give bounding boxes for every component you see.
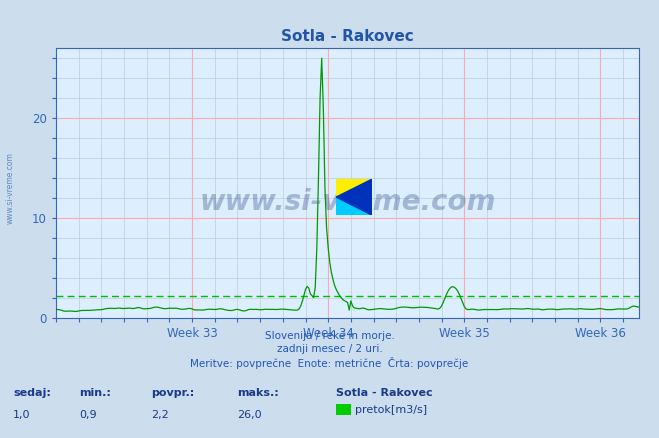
- Text: 1,0: 1,0: [13, 410, 31, 420]
- Text: min.:: min.:: [79, 388, 111, 398]
- Text: pretok[m3/s]: pretok[m3/s]: [355, 405, 426, 415]
- Text: www.si-vreme.com: www.si-vreme.com: [5, 152, 14, 224]
- Polygon shape: [336, 179, 372, 197]
- Text: sedaj:: sedaj:: [13, 388, 51, 398]
- Text: www.si-vreme.com: www.si-vreme.com: [200, 188, 496, 216]
- Text: 2,2: 2,2: [152, 410, 169, 420]
- Text: 0,9: 0,9: [79, 410, 97, 420]
- Text: povpr.:: povpr.:: [152, 388, 195, 398]
- Text: maks.:: maks.:: [237, 388, 279, 398]
- Text: zadnji mesec / 2 uri.: zadnji mesec / 2 uri.: [277, 344, 382, 354]
- Polygon shape: [336, 197, 372, 215]
- Polygon shape: [336, 179, 372, 215]
- Text: Slovenija / reke in morje.: Slovenija / reke in morje.: [264, 331, 395, 341]
- Text: Meritve: povprečne  Enote: metrične  Črta: povprečje: Meritve: povprečne Enote: metrične Črta:…: [190, 357, 469, 369]
- Text: Sotla - Rakovec: Sotla - Rakovec: [336, 388, 433, 398]
- Title: Sotla - Rakovec: Sotla - Rakovec: [281, 29, 414, 44]
- Text: 26,0: 26,0: [237, 410, 262, 420]
